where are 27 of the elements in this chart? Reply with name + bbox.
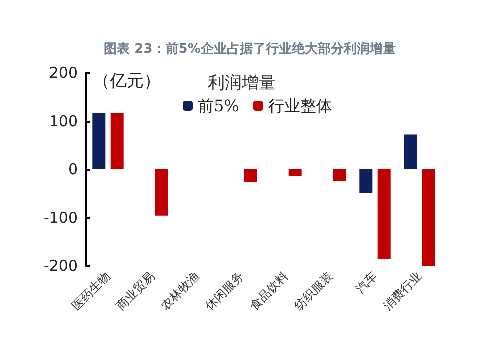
bar: [378, 170, 391, 260]
bar: [422, 170, 436, 266]
bar: [404, 134, 418, 170]
y-axis-title: （亿元）: [93, 72, 161, 92]
x-tick-label: 休闲服务: [202, 269, 247, 313]
bar: [110, 113, 124, 170]
x-tick-label: 商业贸易: [114, 269, 158, 313]
legend-label: 行业整体: [268, 96, 332, 116]
y-tick-label: 100: [49, 112, 78, 130]
legend-label: 前5%: [198, 96, 240, 116]
y-tick-label: -200: [44, 257, 78, 275]
x-tick-label: 农林牧渔: [158, 269, 202, 313]
x-tick-label: 消费行业: [380, 269, 425, 313]
bar: [155, 170, 168, 216]
bar: [288, 170, 302, 176]
x-tick-label: 食品饮料: [247, 269, 292, 313]
legend-title: 利润增量: [208, 74, 276, 94]
bar: [244, 170, 258, 182]
y-tick-label: -100: [44, 208, 78, 227]
y-tick-label: 200: [49, 64, 78, 82]
bar: [333, 170, 346, 182]
bar: [92, 113, 106, 170]
y-tick-label: 0: [68, 160, 78, 178]
x-tick-label: 纺织服装: [292, 269, 336, 313]
bar: [360, 170, 373, 194]
chart-title: 图表 23：前5%企业占据了行业绝大部分利润增量: [104, 41, 396, 57]
x-tick-label: 汽车: [353, 269, 380, 296]
